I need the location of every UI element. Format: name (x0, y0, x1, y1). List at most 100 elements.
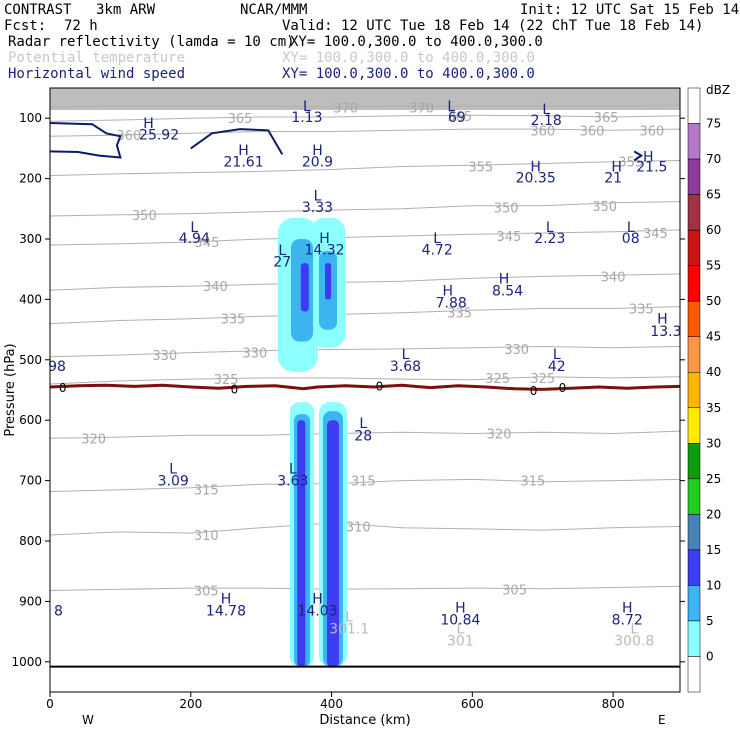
contour-extremum-label: H (611, 160, 622, 176)
x-tick-label: 800 (602, 697, 625, 711)
colorbar-swatch (687, 229, 701, 266)
colorbar-swatch (687, 478, 701, 515)
wind-contour (49, 122, 122, 159)
contour-extremum-label: H (622, 600, 633, 616)
contour-extremum-label: 42 (548, 359, 566, 375)
contour-extremum-label: 7.88 (436, 295, 467, 311)
contour-extremum-label: H (442, 283, 453, 299)
contour-extremum-label: L (345, 610, 353, 626)
contour-extremum-label: L (630, 622, 638, 638)
reflectivity-15dbz (326, 420, 339, 667)
wind-contour (633, 150, 644, 162)
theta-label-325: 325 (214, 373, 239, 388)
contour-extremum-label: 2.23 (534, 231, 565, 247)
theta-label-365: 365 (594, 111, 619, 126)
freezing-level-mark: 0 (231, 382, 239, 396)
y-axis-label: Pressure (hPa) (3, 343, 18, 436)
theta-contour-325 (49, 376, 681, 385)
colorbar-level-label: 0 (706, 649, 714, 663)
x-axis: 0 200 400 600 800 (46, 692, 625, 711)
freezing-level-mark: 0 (530, 384, 538, 398)
x-tick-label: 200 (179, 697, 202, 711)
theta-label-335: 335 (447, 307, 472, 322)
contour-extremum-label: 14.32 (304, 242, 344, 258)
contour-extremum-label: 98 (48, 359, 66, 375)
theta-label-335: 335 (629, 302, 654, 317)
theta-label-360: 360 (639, 124, 664, 139)
field-name-reflectivity: Radar reflectivity (lamda = 10 cm) (8, 34, 295, 50)
contour-extremum-label: L (553, 347, 561, 363)
theta-label-340: 340 (203, 280, 228, 295)
colorbar-swatch (687, 300, 701, 337)
contour-extremum-label: L (546, 220, 554, 236)
contour-extremum-label: 08 (622, 231, 640, 247)
contour-extremum-label: H (657, 312, 668, 328)
contour-extremum-label: L (303, 99, 311, 115)
contour-extremum-label: L (289, 462, 297, 478)
contour-extremum-label: 8.72 (612, 613, 643, 629)
contour-extremum-label: 21.5 (636, 160, 667, 176)
colorbar-swatch (687, 123, 701, 160)
colorbar-swatch (687, 585, 701, 622)
contour-extremum-label: 21 (604, 170, 622, 186)
colorbar-level-label: 50 (706, 294, 721, 308)
theta-label-315: 315 (194, 484, 219, 499)
contour-extremum-label: 301.1 (329, 622, 369, 638)
contour-extremum-label: H (238, 143, 249, 159)
theta-contour-350 (49, 201, 681, 217)
contour-extremum-label: L (190, 220, 198, 236)
contour-extremum-label: H (643, 149, 654, 165)
contour-extremum-label: L (169, 462, 177, 478)
colorbar-swatch (687, 443, 701, 480)
field-name-theta: Potential temperature (8, 50, 185, 66)
theta-label-350: 350 (132, 209, 157, 224)
theta-contour-330 (49, 345, 681, 358)
header-init: Init: 12 UTC Sat 15 Feb 14 (520, 2, 739, 18)
contour-extremum-label: L (447, 99, 455, 115)
contour-extremum-label: 27 (273, 254, 291, 270)
x-tick-label: 0 (46, 697, 54, 711)
x-axis-east: E (658, 713, 666, 727)
theta-label-320: 320 (487, 427, 512, 442)
x-axis-west: W (82, 713, 94, 727)
contour-extremum-label: 3.63 (277, 474, 308, 490)
y-tick-label: 100 (19, 111, 42, 125)
contour-extremum-label: H (455, 600, 466, 616)
wind-contours (49, 122, 644, 162)
theta-contour-365 (49, 114, 681, 122)
contour-extremum-label: 3.09 (158, 474, 189, 490)
colorbar-swatch (687, 336, 701, 373)
contour-extremum-label: L (456, 622, 464, 638)
colorbar-level-label: 15 (706, 543, 721, 557)
contour-extremum-label: 1.13 (291, 110, 322, 126)
header-valid: Valid: 12 UTC Tue 18 Feb 14 (22 ChT Tue … (282, 18, 703, 34)
x-tick-label: 600 (461, 697, 484, 711)
colorbar-swatch (687, 514, 701, 551)
colorbar-swatch (687, 549, 701, 586)
header-model: CONTRAST (4, 2, 72, 18)
field-xy-reflectivity: XY= 100.0,300.0 to 400.0,300.0 (290, 34, 543, 50)
theta-label-345: 345 (195, 236, 220, 251)
contour-extremum-label: 300.8 (614, 634, 654, 650)
theta-label-305: 305 (194, 585, 219, 600)
theta-label-350: 350 (592, 200, 617, 215)
contour-extremum-label: H (221, 591, 232, 607)
contour-extremum-label: 14.78 (206, 603, 246, 619)
colorbar-swatch (687, 407, 701, 444)
contour-extremum-label: 2.18 (531, 113, 562, 129)
theta-label-325: 325 (485, 372, 510, 387)
freezing-level-line (49, 383, 681, 391)
header-fcst-value: 72 h (64, 18, 98, 34)
colorbar-level-label: 55 (706, 259, 721, 273)
colorbar-swatch (687, 656, 701, 693)
y-tick-label: 500 (19, 353, 42, 367)
colorbar-swatch (687, 620, 701, 657)
colorbar-swatch (687, 194, 701, 231)
freezing-level-mark: 0 (559, 381, 567, 395)
theta-label-360: 360 (116, 129, 141, 144)
theta-contour-340 (49, 273, 681, 291)
y-tick-label: 200 (19, 172, 42, 186)
